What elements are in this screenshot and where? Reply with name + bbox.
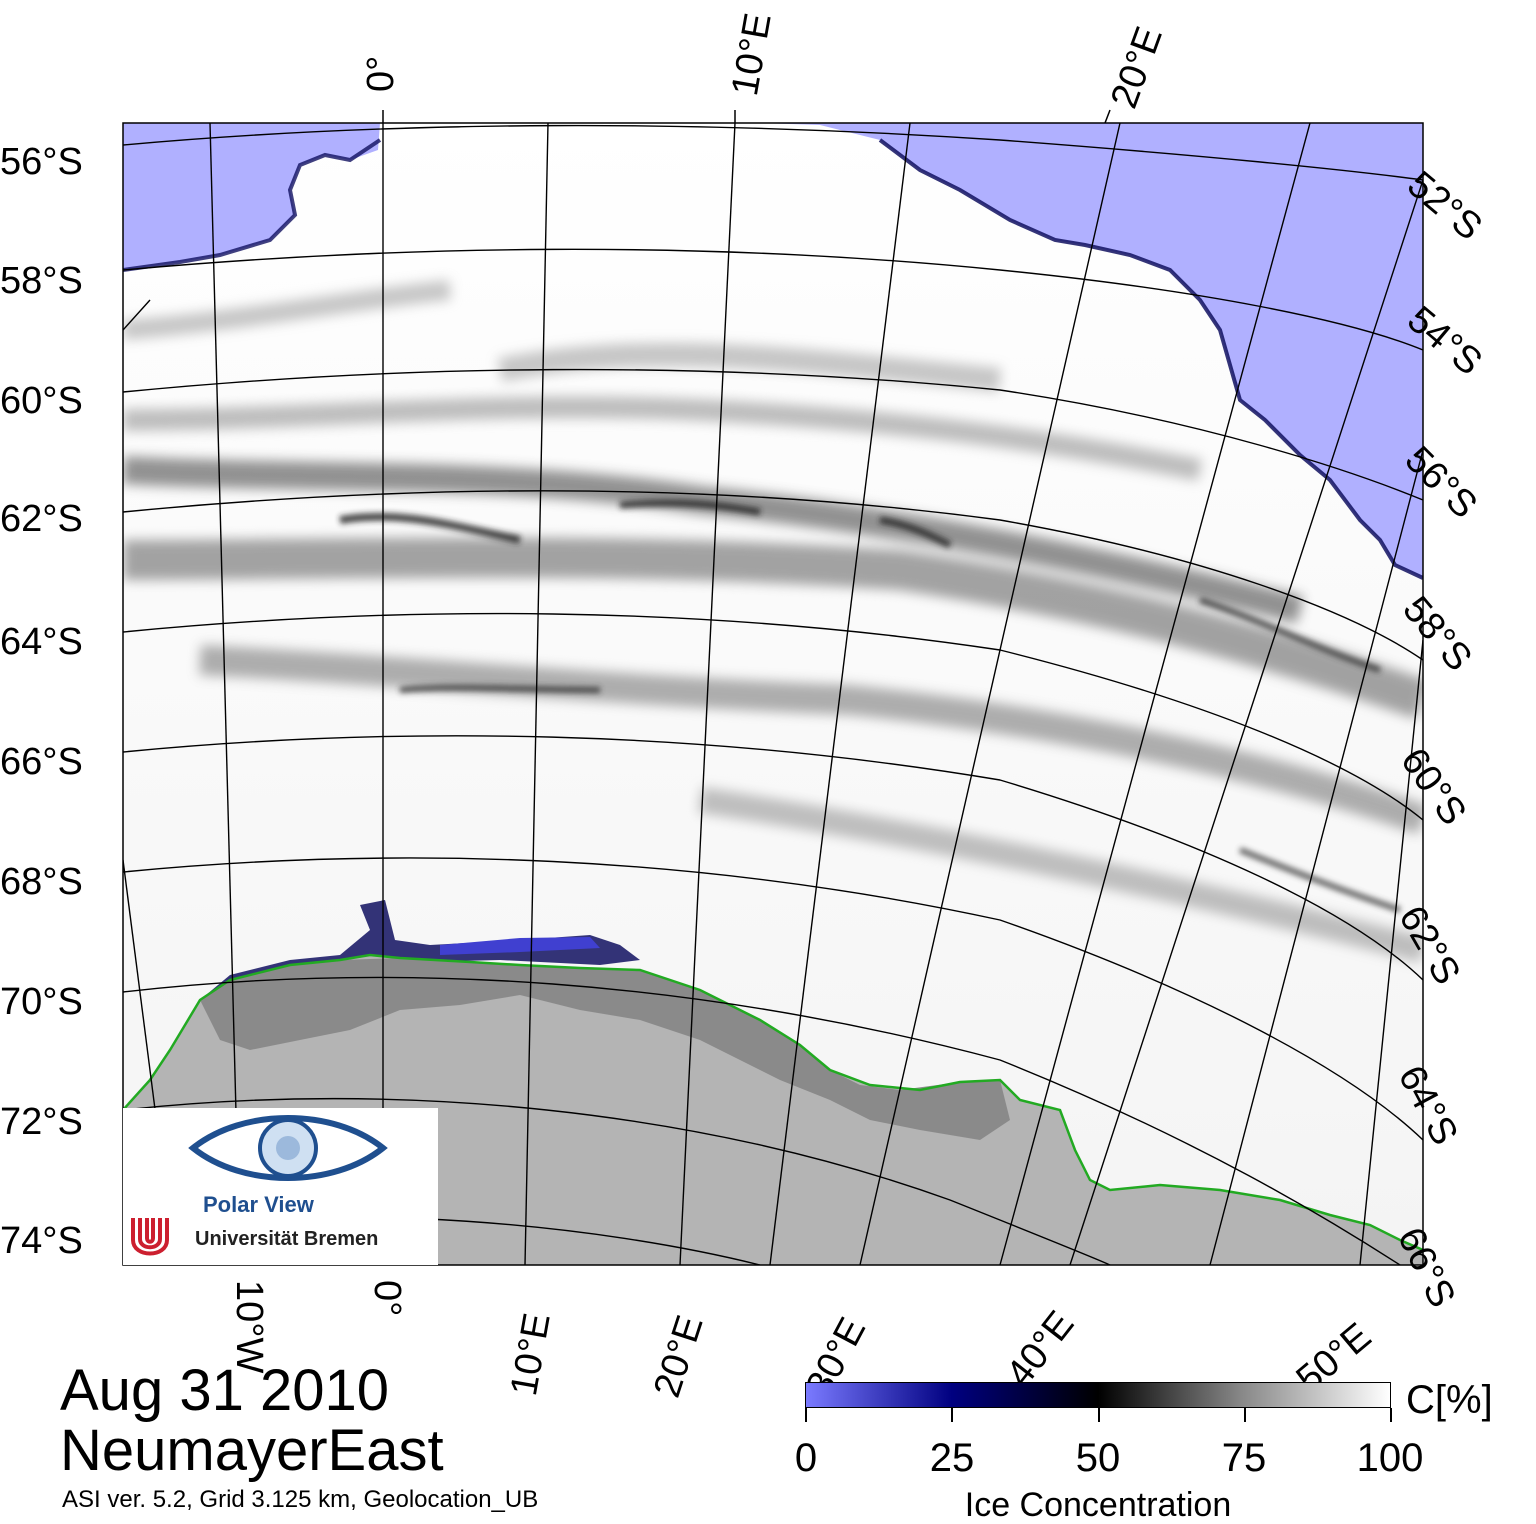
colorbar-tick [805, 1408, 807, 1422]
footnote: ASI ver. 5.2, Grid 3.125 km, Geolocation… [62, 1486, 539, 1513]
colorbar-tick-label: 25 [929, 1436, 975, 1480]
eye-icon [129, 1115, 388, 1258]
colorbar-gradient [805, 1382, 1391, 1408]
map-region: NeumayerEast [60, 1418, 444, 1483]
logo-name: Polar View [203, 1192, 314, 1217]
colorbar-title: Ice Concentration [964, 1486, 1232, 1524]
coastline [123, 953, 1423, 1252]
lat-label: 58°S [0, 260, 83, 302]
ice-shelf [200, 958, 1010, 1140]
ice-edge-speckle [339, 499, 1401, 913]
colorbar-tick-label: 0 [794, 1436, 818, 1480]
open-water-northwest [123, 123, 380, 270]
lat-label: 68°S [0, 861, 83, 903]
lon-label: 0° [366, 1280, 408, 1317]
colorbar-tick [1244, 1408, 1246, 1422]
lat-label: 70°S [0, 981, 83, 1023]
lat-label: 72°S [0, 1101, 83, 1143]
colorbar-tick-label: 100 [1356, 1436, 1424, 1480]
open-water-northeast [580, 123, 1423, 578]
colorbar-tick [1390, 1408, 1392, 1422]
colorbar-tick [951, 1408, 953, 1422]
map-date: Aug 31 2010 [60, 1358, 389, 1423]
lat-label: 66°S [0, 741, 83, 783]
map-frame [122, 122, 1424, 1266]
polar-view-logo: Polar View Universität Bremen [123, 1108, 438, 1265]
low-concentration-bands [123, 280, 1423, 963]
university-crest-icon [129, 1214, 171, 1258]
lat-label: 74°S [0, 1220, 83, 1262]
lat-label: 62°S [0, 498, 83, 540]
antarctic-land [123, 955, 1423, 1265]
lat-label: 64°S [0, 621, 83, 663]
lat-label: 60°S [0, 380, 83, 422]
colorbar-tick [1098, 1408, 1100, 1422]
lon-label: 0° [360, 55, 402, 92]
colorbar-tick-label: 50 [1075, 1436, 1121, 1480]
lat-label: 56°S [0, 141, 83, 183]
map-content [123, 123, 1423, 1265]
frame-ticks [382, 109, 1111, 124]
colorbar-tick-label: 75 [1221, 1436, 1267, 1480]
logo-institution: Universität Bremen [195, 1228, 379, 1250]
colorbar-unit: C[%] [1406, 1378, 1493, 1422]
